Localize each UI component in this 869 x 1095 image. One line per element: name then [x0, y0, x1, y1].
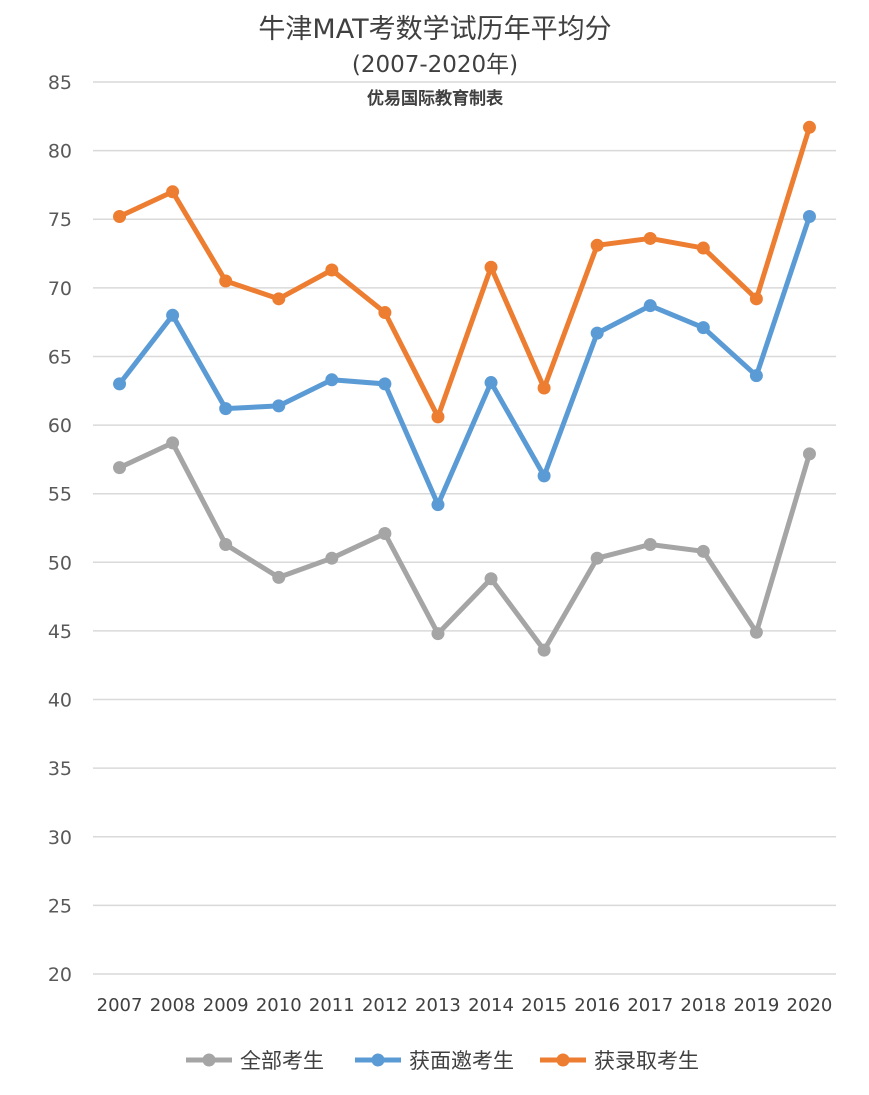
y-tick-label: 40: [48, 690, 72, 712]
chart-title: 牛津MAT考数学试历年平均分: [258, 14, 611, 45]
data-point: [802, 447, 816, 461]
x-tick-label: 2014: [468, 995, 514, 1016]
data-point: [696, 321, 710, 335]
data-point: [590, 551, 604, 565]
y-tick-label: 20: [48, 964, 72, 986]
data-point: [272, 570, 286, 584]
series-line: [117, 213, 812, 508]
data-point: [696, 241, 710, 255]
y-tick-label: 80: [48, 141, 72, 163]
legend-item: 获面邀考生: [355, 1049, 514, 1073]
data-point: [749, 369, 763, 383]
data-point: [166, 308, 180, 322]
series-layer: [113, 120, 816, 657]
data-point: [484, 260, 498, 274]
x-tick-label: 2017: [627, 995, 673, 1016]
y-tick-label: 50: [48, 552, 72, 574]
x-tick-label: 2007: [97, 995, 143, 1016]
data-point: [378, 306, 392, 320]
data-point: [749, 625, 763, 639]
data-point: [325, 373, 339, 387]
data-point: [431, 410, 445, 424]
y-tick-label: 35: [48, 758, 72, 780]
legend-label: 获面邀考生: [409, 1049, 514, 1073]
data-point: [590, 326, 604, 340]
x-tick-label: 2013: [415, 995, 461, 1016]
data-point: [537, 381, 551, 395]
data-point: [325, 263, 339, 277]
y-tick-label: 75: [48, 209, 72, 231]
legend-item: 获录取考生: [540, 1049, 699, 1073]
y-tick-label: 45: [48, 621, 72, 643]
data-point: [484, 572, 498, 586]
x-tick-label: 2019: [733, 995, 779, 1016]
x-tick-label: 2018: [680, 995, 726, 1016]
data-point: [749, 292, 763, 306]
legend-swatch-marker: [371, 1053, 385, 1067]
data-point: [802, 120, 816, 134]
data-point: [431, 498, 445, 512]
data-point: [166, 185, 180, 199]
y-tick-label: 25: [48, 895, 72, 917]
legend-swatch-marker: [202, 1053, 216, 1067]
series-1: [113, 209, 816, 512]
y-tick-label: 60: [48, 415, 72, 437]
data-point: [219, 537, 233, 551]
legend-item: 全部考生: [186, 1049, 324, 1073]
series-line: [117, 124, 812, 420]
legend-label: 全部考生: [240, 1049, 324, 1073]
x-tick-label: 2020: [787, 995, 833, 1016]
legend-label: 获录取考生: [594, 1049, 699, 1073]
data-point: [113, 461, 127, 475]
data-point: [643, 299, 657, 313]
x-tick-label: 2016: [574, 995, 620, 1016]
y-axis-ticks: 20 25 30 35 40 45 50 55 60 65 70 75 80 85: [48, 72, 72, 986]
gridlines: [93, 81, 836, 975]
y-tick-label: 30: [48, 827, 72, 849]
x-tick-label: 2011: [309, 995, 355, 1016]
data-point: [113, 377, 127, 391]
data-point: [325, 551, 339, 565]
x-tick-label: 2012: [362, 995, 408, 1016]
x-tick-label: 2010: [256, 995, 302, 1016]
series-0: [113, 436, 816, 657]
series-2: [113, 120, 816, 424]
data-point: [272, 399, 286, 413]
data-point: [378, 526, 392, 540]
series-line: [117, 440, 812, 653]
data-point: [590, 238, 604, 252]
data-point: [643, 537, 657, 551]
data-point: [537, 469, 551, 483]
data-point: [431, 627, 445, 641]
chart-credit: 优易国际教育制表: [367, 88, 504, 109]
x-tick-label: 2008: [150, 995, 196, 1016]
data-point: [113, 209, 127, 223]
y-tick-label: 55: [48, 484, 72, 506]
x-tick-label: 2015: [521, 995, 567, 1016]
data-point: [643, 231, 657, 245]
y-tick-label: 65: [48, 346, 72, 368]
y-tick-label: 85: [48, 72, 72, 94]
legend: 全部考生 获面邀考生 获录取考生: [186, 1049, 699, 1073]
legend-swatch-marker: [556, 1053, 570, 1067]
data-point: [166, 436, 180, 450]
x-tick-label: 2009: [203, 995, 249, 1016]
x-axis-ticks: 2007 2008 2009 2010 2011 2012 2013 2014 2015 2016…: [97, 995, 833, 1016]
data-point: [219, 402, 233, 416]
data-point: [802, 209, 816, 223]
data-point: [696, 544, 710, 558]
data-point: [537, 643, 551, 657]
data-point: [484, 376, 498, 390]
data-point: [219, 274, 233, 288]
y-tick-label: 70: [48, 278, 72, 300]
data-point: [272, 292, 286, 306]
chart-subtitle: (2007-2020年): [352, 52, 518, 78]
data-point: [378, 377, 392, 391]
